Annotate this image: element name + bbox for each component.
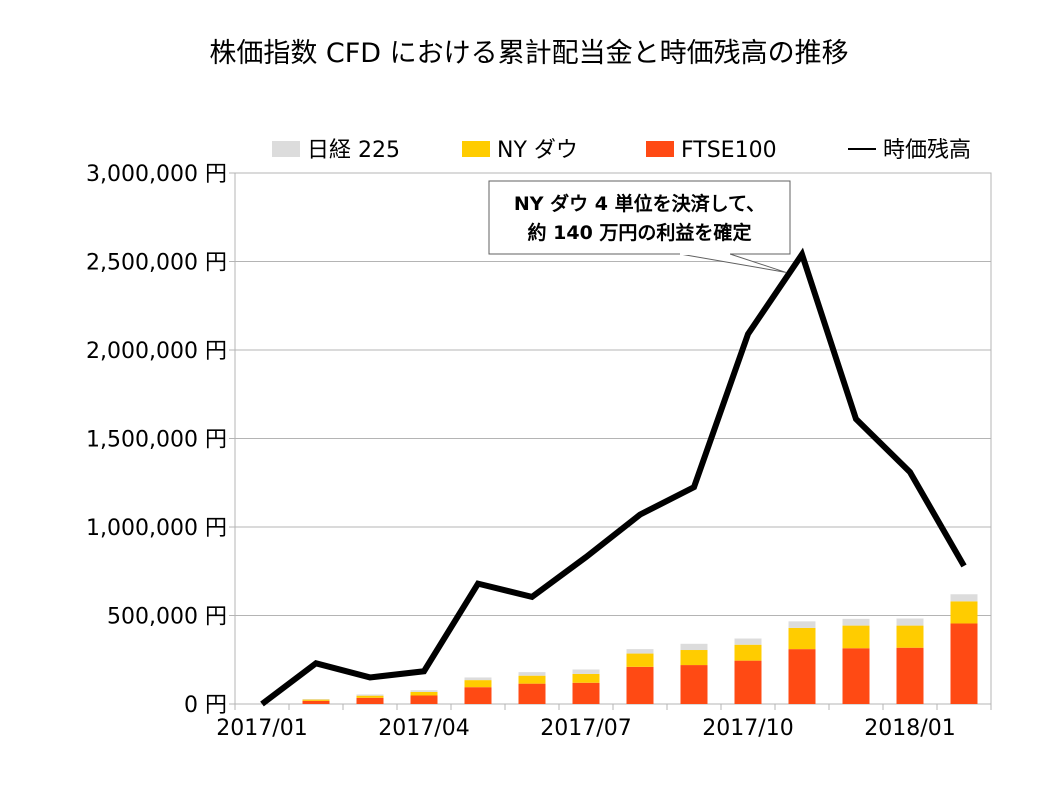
y-tick-label: 1,000,000 円 xyxy=(86,516,227,541)
bar-segment xyxy=(626,649,654,654)
bar-segment xyxy=(842,618,870,626)
bar-segment xyxy=(896,625,924,648)
balance-line xyxy=(260,247,967,707)
bar-segment xyxy=(572,669,600,674)
bar-segment xyxy=(410,695,438,704)
bar-segment xyxy=(302,699,330,700)
bar-segment xyxy=(842,625,870,649)
bar-segment xyxy=(896,618,924,626)
bar-segment xyxy=(788,649,816,704)
bar-segment xyxy=(734,660,762,704)
bar-segment xyxy=(680,665,708,704)
y-tick-label: 0 円 xyxy=(184,693,227,718)
legend: FTSE100 NY ダウ 日経 225 時価残高 xyxy=(272,138,971,163)
legend-label: 日経 225 xyxy=(307,138,400,163)
bar-segment xyxy=(302,699,330,701)
bar-segment xyxy=(356,694,384,696)
bar-segment xyxy=(896,647,924,704)
y-tick-label: 3,000,000 円 xyxy=(86,162,227,187)
y-tick-label: 2,500,000 円 xyxy=(86,251,227,276)
bar-segment xyxy=(734,638,762,645)
bar-segment xyxy=(680,650,708,666)
bar-segment xyxy=(950,594,978,602)
legend-swatch xyxy=(646,141,674,157)
bar-segment xyxy=(680,643,708,651)
axes: 0 円 500,000 円 1,000,000 円 1,500,000 円 2,000,… xyxy=(86,162,992,741)
y-tick-label: 2,000,000 円 xyxy=(86,339,227,364)
annotation: NY ダウ 4 単位を決済して、約 140 万円の利益を確定 xyxy=(488,180,791,273)
bar-segment xyxy=(302,700,330,704)
bar-segment xyxy=(572,682,600,704)
x-tick-label: 2017/10 xyxy=(702,716,793,741)
bar-segment xyxy=(518,683,546,704)
bar-segment xyxy=(842,648,870,704)
bar-segment xyxy=(356,697,384,704)
bar-segment xyxy=(410,691,438,696)
x-tick-label: 2017/07 xyxy=(540,716,631,741)
bar-segment xyxy=(518,672,546,676)
annotation-text: NY ダウ 4 単位を決済して、 xyxy=(514,192,765,215)
bar-segment xyxy=(626,653,654,667)
bar-segment xyxy=(788,627,816,650)
bar-segment xyxy=(518,675,546,684)
bar-segment xyxy=(464,677,492,681)
y-tick-label: 1,500,000 円 xyxy=(86,428,227,453)
bar-segment xyxy=(464,687,492,704)
legend-swatch xyxy=(272,141,300,157)
bar-segment xyxy=(788,621,816,628)
bar-segment xyxy=(464,680,492,688)
legend-label: 時価残高 xyxy=(883,138,971,163)
bar-segment xyxy=(950,623,978,704)
line-series xyxy=(260,247,967,707)
bar-segment xyxy=(734,644,762,661)
x-tick-label: 2017/01 xyxy=(216,716,307,741)
x-tick-label: 2017/04 xyxy=(378,716,469,741)
bar-segment xyxy=(626,666,654,704)
bar-segment xyxy=(572,673,600,683)
bar-segment xyxy=(410,690,438,692)
chart-title: 株価指数 CFD における累計配当金と時価残高の推移 xyxy=(209,38,848,69)
bar-series xyxy=(302,594,978,704)
x-tick-label: 2018/01 xyxy=(864,716,955,741)
legend-label: FTSE100 xyxy=(681,138,777,163)
y-tick-label: 500,000 円 xyxy=(107,605,227,630)
legend-label: NY ダウ xyxy=(497,138,578,163)
bar-segment xyxy=(950,601,978,624)
legend-swatch xyxy=(462,141,490,157)
annotation-text: 約 140 万円の利益を確定 xyxy=(528,221,752,244)
bar-segment xyxy=(356,695,384,698)
annotation-box xyxy=(488,180,791,255)
